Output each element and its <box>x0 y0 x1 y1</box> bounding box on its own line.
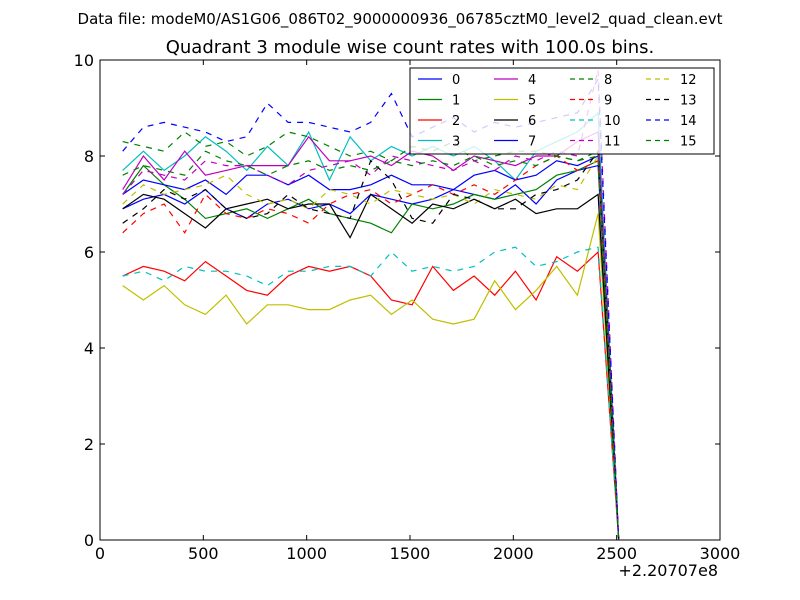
legend-label-0: 0 <box>452 73 460 88</box>
legend-label-13: 13 <box>680 94 697 109</box>
series-line-6 <box>122 193 620 541</box>
legend-label-9: 9 <box>604 94 612 109</box>
y-tick-label: 4 <box>84 339 94 358</box>
series-line-4 <box>122 131 620 541</box>
legend-label-5: 5 <box>528 94 536 109</box>
x-offset-label: +2.20707e8 <box>618 561 718 580</box>
x-tick-label: 1500 <box>390 544 431 563</box>
legend-label-3: 3 <box>452 135 460 150</box>
y-tick-label: 2 <box>84 435 94 454</box>
legend-label-12: 12 <box>680 73 697 88</box>
x-tick-label: 3000 <box>700 544 741 563</box>
series-line-9 <box>122 155 620 541</box>
legend-label-15: 15 <box>680 135 697 150</box>
legend-label-6: 6 <box>528 114 536 129</box>
legend-label-7: 7 <box>528 135 536 150</box>
y-tick-label: 10 <box>74 51 94 70</box>
series-line-7 <box>122 155 620 541</box>
legend-label-10: 10 <box>604 114 621 129</box>
series-line-14 <box>122 77 620 541</box>
legend-label-11: 11 <box>604 135 621 150</box>
series-line-10 <box>122 246 620 541</box>
legend-label-2: 2 <box>452 114 460 129</box>
series-line-15 <box>122 150 620 541</box>
data-file-label: Data file: modeM0/AS1G06_086T02_90000009… <box>78 10 723 29</box>
legend-label-8: 8 <box>604 73 612 88</box>
y-tick-label: 0 <box>84 531 94 550</box>
series-line-5 <box>122 213 620 541</box>
x-tick-label: 0 <box>95 544 105 563</box>
legend-label-14: 14 <box>680 114 697 129</box>
legend-label-4: 4 <box>528 73 536 88</box>
y-tick-label: 6 <box>84 243 94 262</box>
legend-box <box>409 67 715 155</box>
x-tick-label: 2500 <box>596 544 637 563</box>
x-tick-label: 500 <box>188 544 219 563</box>
legend-label-1: 1 <box>452 94 460 109</box>
x-tick-label: 1000 <box>286 544 327 563</box>
series-line-3 <box>122 111 620 541</box>
y-tick-label: 8 <box>84 147 94 166</box>
series-line-13 <box>122 149 620 541</box>
x-tick-label: 2000 <box>493 544 534 563</box>
chart-title: Quadrant 3 module wise count rates with … <box>166 37 655 58</box>
series-line-12 <box>122 154 620 541</box>
series-line-1 <box>122 159 620 541</box>
